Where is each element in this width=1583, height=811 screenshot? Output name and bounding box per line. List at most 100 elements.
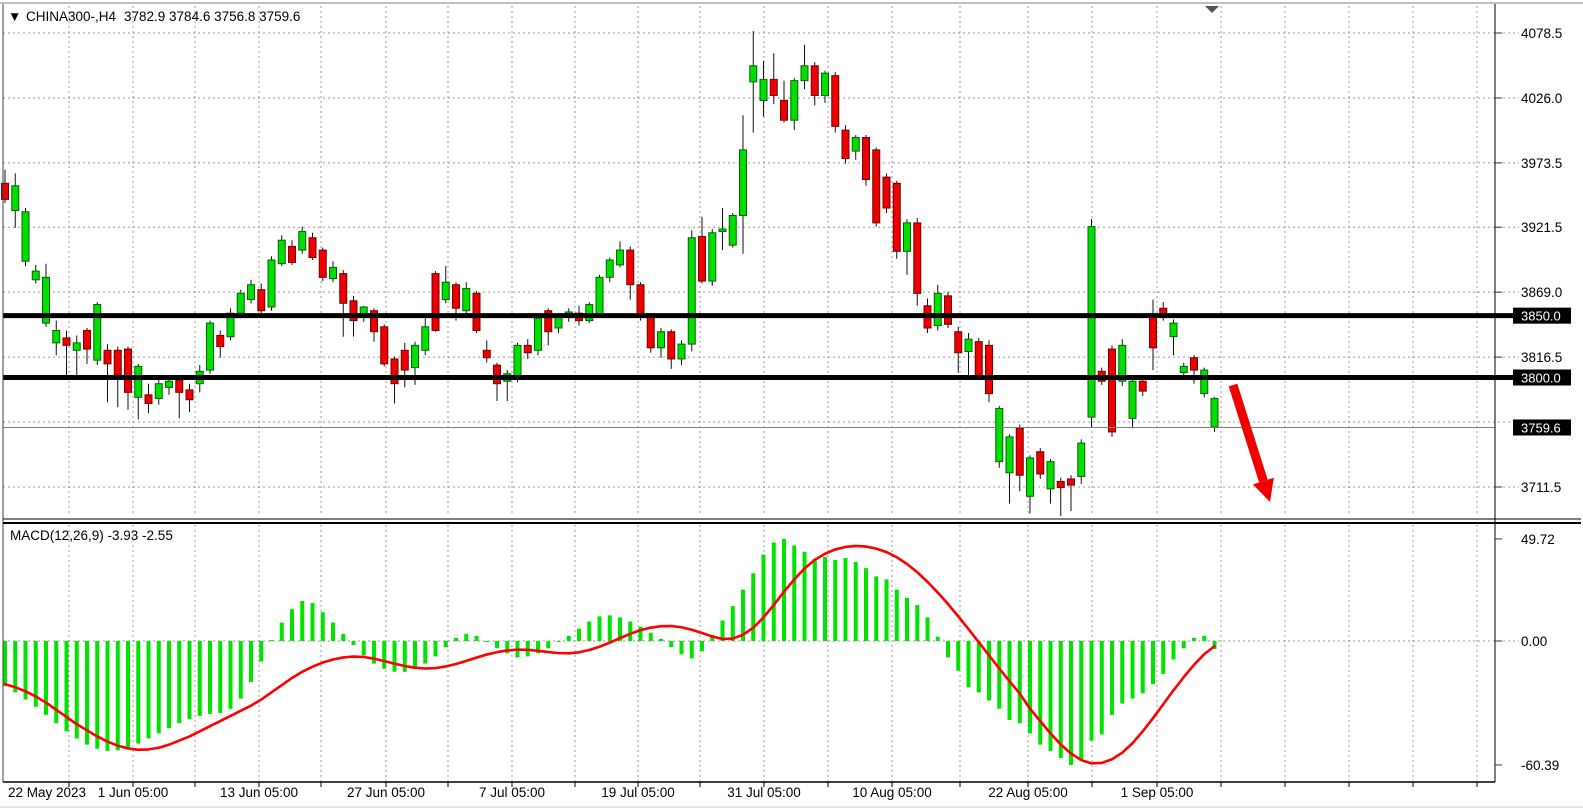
candle — [1056, 477, 1065, 517]
candle — [62, 330, 71, 377]
candle — [1036, 448, 1045, 479]
candle — [749, 31, 758, 133]
time-tick-label: 19 Jul 05:00 — [601, 785, 675, 800]
candle — [1138, 377, 1147, 397]
candle — [810, 62, 819, 106]
candle — [616, 241, 624, 268]
candle — [708, 229, 717, 286]
candle — [780, 80, 788, 123]
time-tick-label: 22 Aug 05:00 — [988, 785, 1068, 800]
candle — [482, 340, 491, 363]
candle — [1210, 397, 1219, 432]
candle — [503, 370, 512, 402]
price-axis: 4078.5 4026.0 3973.5 3921.5 3869.0 3816.5 3711… — [1495, 26, 1571, 773]
symbol-period-label: CHINA300-,H4 — [26, 9, 117, 24]
candle — [206, 320, 214, 374]
candle — [882, 173, 891, 213]
macd-tick-label: -60.39 — [1521, 758, 1559, 773]
candle — [472, 290, 481, 333]
candle — [52, 320, 61, 356]
price-tick-label: 3973.5 — [1521, 156, 1562, 171]
candle — [851, 135, 860, 160]
candle — [1015, 424, 1024, 492]
candle — [523, 339, 532, 359]
candle — [872, 147, 881, 227]
macd-signal-line — [3, 544, 1216, 765]
candle — [1, 169, 9, 204]
macd-tick-label: 49.72 — [1521, 532, 1555, 547]
trend-arrow[interactable] — [1228, 383, 1274, 502]
candle — [31, 264, 40, 284]
price-tick-label: 3869.0 — [1521, 285, 1562, 300]
candle — [944, 292, 952, 329]
candle — [144, 383, 153, 414]
candle — [165, 378, 173, 395]
candle — [1005, 434, 1014, 504]
candle — [185, 383, 194, 413]
candle — [769, 53, 778, 105]
candle — [800, 44, 809, 90]
trend-arrow-shaft — [1228, 383, 1268, 483]
candle — [534, 315, 542, 356]
candle — [1200, 367, 1209, 398]
candle — [667, 329, 676, 369]
candle — [1046, 459, 1055, 504]
quote-ohlc-values: 3782.9 3784.6 3756.8 3759.6 — [124, 9, 300, 24]
candle — [226, 308, 235, 341]
time-axis: 22 May 2023 1 Jun 05:00 13 Jun 05:00 27 Jun… — [8, 782, 1478, 800]
candle — [841, 125, 850, 164]
current-price-badge-label: 3759.6 — [1521, 420, 1561, 435]
candle — [93, 302, 102, 366]
price-badge-3850.0-label: 3850.0 — [1521, 309, 1561, 324]
candle — [1169, 319, 1178, 356]
candle — [698, 216, 706, 284]
price-tick-label: 4026.0 — [1521, 91, 1562, 106]
candle — [1067, 475, 1075, 512]
candle — [728, 212, 737, 248]
candle — [605, 257, 614, 283]
macd-tick-label: 0.00 — [1521, 634, 1547, 649]
candle — [974, 337, 983, 380]
candle — [175, 377, 184, 419]
candle — [21, 208, 30, 267]
candle — [1149, 299, 1157, 371]
price-badge-3800.0-label: 3800.0 — [1521, 371, 1561, 386]
candle — [247, 279, 255, 304]
time-tick-label: 31 Jul 05:00 — [727, 785, 801, 800]
candle — [595, 274, 604, 317]
candles-layer — [1, 31, 1219, 517]
candle — [288, 240, 296, 265]
candle — [790, 78, 799, 131]
candle — [1077, 439, 1086, 484]
candle — [985, 340, 993, 403]
candle — [1026, 455, 1034, 514]
candle — [626, 246, 635, 300]
macd-layer — [3, 538, 1217, 766]
quote-bar: ▼ CHINA300-,H4 3782.9 3784.6 3756.8 3759… — [8, 9, 300, 24]
candle — [657, 328, 665, 358]
candle — [329, 261, 337, 283]
chart-shift-marker-icon[interactable] — [1205, 6, 1219, 13]
current-price-badge — [1513, 419, 1571, 436]
candle — [318, 247, 327, 282]
symbol-dropdown-icon[interactable]: ▼ — [8, 9, 21, 24]
candle — [954, 326, 963, 373]
candle — [913, 217, 922, 306]
candle — [421, 318, 430, 356]
candle — [933, 284, 942, 331]
candle — [718, 208, 727, 251]
candle — [646, 313, 655, 353]
candle — [862, 135, 870, 186]
price-tick-label: 3816.5 — [1521, 350, 1562, 365]
candle — [687, 230, 696, 352]
candle — [267, 256, 276, 311]
candle — [380, 324, 389, 367]
candle — [431, 271, 440, 332]
candle — [134, 363, 143, 420]
candle — [308, 232, 317, 260]
candle — [892, 180, 901, 259]
price-badge-3850.0 — [1513, 307, 1571, 324]
price-badge-3800.0 — [1513, 369, 1571, 386]
